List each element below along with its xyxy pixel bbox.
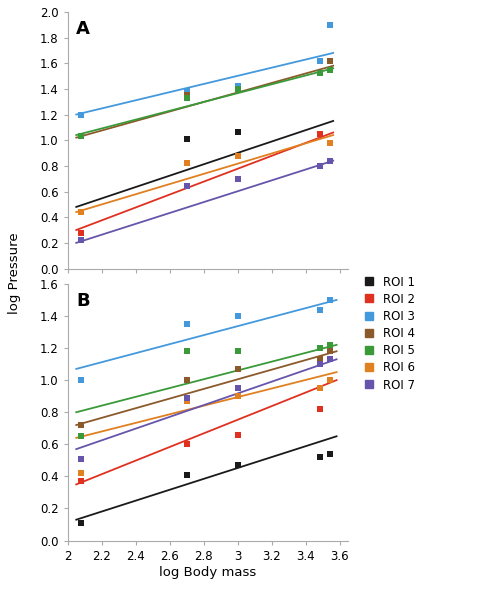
Point — [326, 138, 333, 147]
Point — [234, 151, 242, 160]
Point — [316, 343, 323, 353]
Point — [326, 295, 333, 305]
Point — [316, 56, 323, 65]
Point — [183, 87, 191, 96]
Point — [326, 156, 333, 166]
Point — [77, 431, 85, 441]
Point — [77, 454, 85, 463]
Point — [234, 311, 242, 321]
Point — [183, 393, 191, 403]
Point — [183, 375, 191, 385]
Point — [316, 129, 323, 138]
Point — [234, 128, 242, 137]
Point — [183, 159, 191, 168]
Point — [234, 364, 242, 374]
Point — [77, 132, 85, 141]
Point — [316, 69, 323, 78]
Point — [316, 359, 323, 369]
Text: log Body mass: log Body mass — [160, 566, 257, 579]
Point — [234, 430, 242, 440]
Point — [77, 110, 85, 119]
Point — [183, 93, 191, 103]
Point — [234, 81, 242, 91]
Point — [234, 174, 242, 184]
Point — [326, 56, 333, 65]
Point — [316, 383, 323, 393]
Text: B: B — [76, 292, 90, 309]
Point — [77, 476, 85, 486]
Point — [326, 20, 333, 30]
Point — [234, 151, 242, 160]
Point — [77, 421, 85, 430]
Point — [316, 69, 323, 78]
Point — [234, 383, 242, 393]
Point — [77, 228, 85, 238]
Point — [326, 346, 333, 356]
Point — [326, 65, 333, 74]
Point — [326, 375, 333, 385]
Point — [183, 90, 191, 100]
Point — [77, 207, 85, 217]
Point — [77, 469, 85, 478]
Point — [183, 396, 191, 406]
Point — [234, 460, 242, 470]
Point — [77, 236, 85, 245]
Point — [234, 84, 242, 94]
Point — [316, 161, 323, 170]
Text: A: A — [76, 20, 90, 37]
Point — [316, 305, 323, 314]
Point — [316, 355, 323, 364]
Point — [234, 84, 242, 94]
Legend: ROI 1, ROI 2, ROI 3, ROI 4, ROI 5, ROI 6, ROI 7: ROI 1, ROI 2, ROI 3, ROI 4, ROI 5, ROI 6… — [360, 271, 420, 396]
Point — [77, 518, 85, 527]
Point — [326, 375, 333, 385]
Point — [183, 159, 191, 168]
Point — [234, 346, 242, 356]
Text: log Pressure: log Pressure — [8, 232, 21, 314]
Point — [326, 355, 333, 364]
Point — [316, 405, 323, 414]
Point — [183, 346, 191, 356]
Point — [77, 375, 85, 385]
Point — [183, 470, 191, 479]
Point — [316, 453, 323, 462]
Point — [77, 132, 85, 141]
Point — [183, 134, 191, 144]
Point — [234, 391, 242, 401]
Point — [183, 182, 191, 191]
Point — [183, 319, 191, 328]
Point — [326, 340, 333, 350]
Point — [183, 440, 191, 449]
Point — [326, 449, 333, 459]
